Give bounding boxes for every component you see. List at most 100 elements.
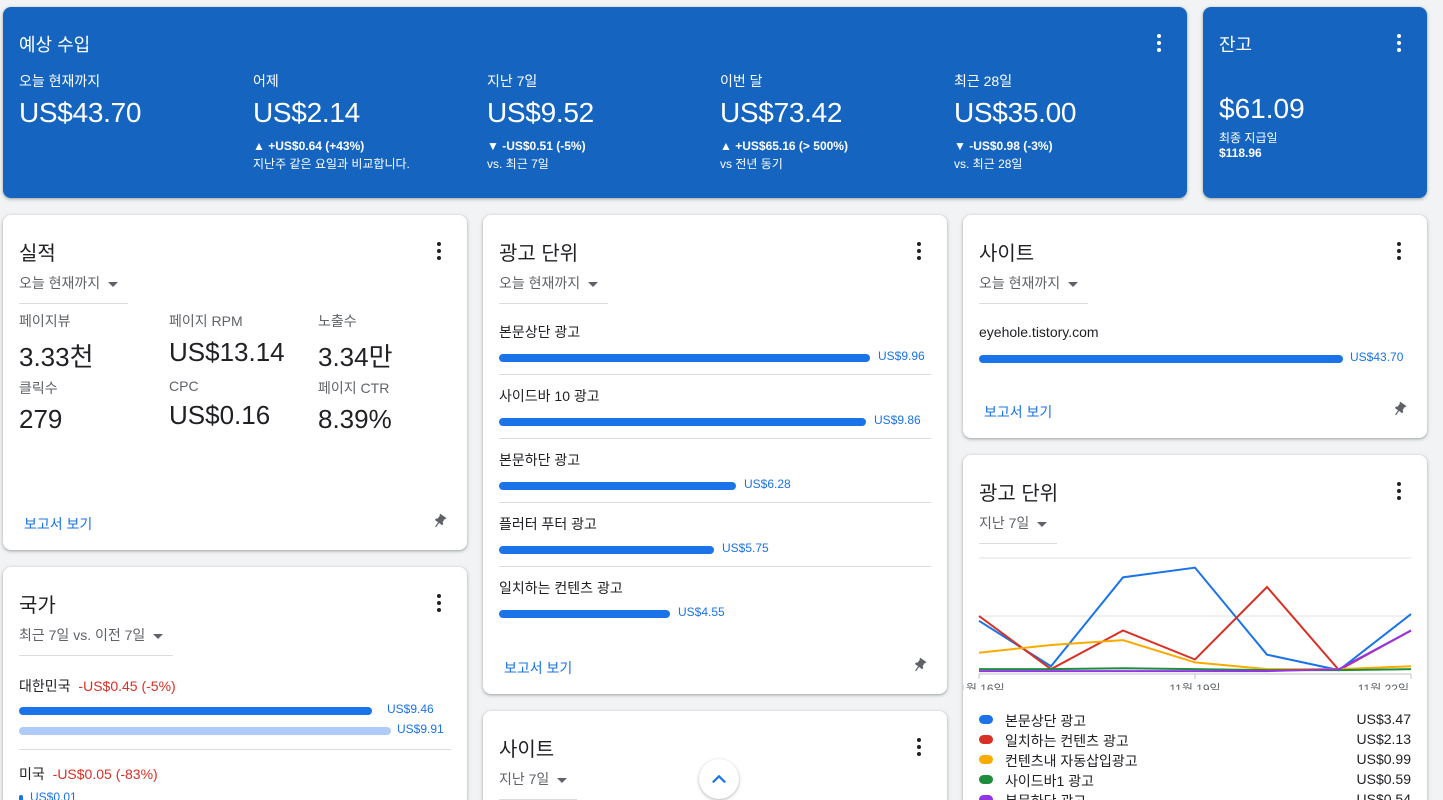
adunit-row[interactable]: 본문상단 광고 [499, 322, 931, 342]
chart-series-line[interactable] [978, 585, 1412, 672]
last-payment-value: $118.96 [1219, 146, 1262, 160]
more-menu-icon[interactable] [429, 591, 449, 615]
more-menu-icon[interactable] [429, 239, 449, 263]
more-menu-icon[interactable] [1149, 31, 1169, 55]
more-menu-icon[interactable] [1389, 31, 1409, 55]
perf-pageviews[interactable]: 페이지뷰 3.33천 [19, 311, 94, 374]
metric-last28[interactable]: 최근 28일 US$35.00 ▼ -US$0.98 (-3%) vs. 최근 … [954, 71, 1174, 172]
legend-swatch [979, 795, 993, 800]
adunits-chart-card: 광고 단위 지난 7일 11월 16일 11월 19일 11월 22일 본문상단 광… [963, 455, 1427, 800]
report-link[interactable]: 보고서 보기 [504, 660, 573, 676]
date-range-dropdown[interactable]: 지난 7일 [499, 769, 578, 800]
site-row[interactable]: eyehole.tistory.com [979, 324, 1411, 340]
legend-item[interactable]: 컨텐츠내 자동삽입광고 US$0.99 [979, 751, 1411, 771]
date-range-dropdown[interactable]: 오늘 현재까지 [499, 273, 609, 304]
perf-label: 페이지 CTR [318, 380, 390, 396]
perf-page-ctr[interactable]: 페이지 CTR 8.39% [318, 378, 392, 435]
country-current-value: US$0.01 [30, 790, 77, 800]
earnings-card: 예상 수입 오늘 현재까지 US$43.70 어제 US$2.14 ▲ +US$… [3, 7, 1187, 198]
legend-name: 사이드바1 광고 [1005, 773, 1094, 789]
perf-cpc[interactable]: CPC US$0.16 [169, 378, 270, 431]
chart-x-tick-label: 11월 19일 [1169, 682, 1220, 690]
site-bar [979, 355, 1343, 363]
date-range-label: 오늘 현재까지 [979, 275, 1061, 291]
adunit-value: US$4.55 [678, 605, 725, 619]
caret-down-icon [153, 633, 164, 639]
perf-value: 8.39% [318, 404, 392, 434]
legend-name: 일치하는 컨텐츠 광고 [1005, 733, 1129, 749]
country-change: -US$0.45 (-5%) [78, 678, 176, 694]
site-bar-wrap [979, 355, 1343, 363]
pin-icon[interactable] [910, 657, 928, 675]
adunit-bar [499, 418, 866, 426]
date-range-dropdown[interactable]: 오늘 현재까지 [19, 273, 129, 304]
adunit-bar-wrap [499, 610, 670, 618]
adunit-name: 본문하단 광고 [499, 452, 581, 468]
adunit-row[interactable]: 본문하단 광고 [499, 450, 931, 470]
more-menu-icon[interactable] [1389, 239, 1409, 263]
metric-yesterday[interactable]: 어제 US$2.14 ▲ +US$0.64 (+43%) 지난주 같은 요일과 … [253, 71, 473, 172]
metric-compare: vs 전년 동기 [720, 157, 783, 171]
perf-value: 279 [19, 404, 63, 434]
more-menu-icon[interactable] [909, 239, 929, 263]
countries-title: 국가 [19, 595, 56, 617]
site-name: eyehole.tistory.com [979, 324, 1099, 340]
country-row[interactable]: 대한민국 -US$0.45 (-5%) [19, 676, 176, 696]
metric-this-month[interactable]: 이번 달 US$73.42 ▲ +US$65.16 (> 500%) vs 전년… [720, 71, 940, 172]
country-change: -US$0.05 (-83%) [52, 766, 158, 782]
report-link[interactable]: 보고서 보기 [984, 404, 1053, 420]
legend-item[interactable]: 본문상단 광고 US$3.47 [979, 711, 1411, 731]
metric-compare: 지난주 같은 요일과 비교합니다. [253, 157, 410, 171]
country-prev-bar-wrap [19, 727, 391, 735]
perf-page-rpm[interactable]: 페이지 RPM US$13.14 [169, 311, 285, 368]
caret-down-icon [108, 281, 119, 287]
adunit-row[interactable]: 사이드바 10 광고 [499, 386, 931, 406]
date-range-dropdown[interactable]: 오늘 현재까지 [979, 273, 1089, 304]
adunit-value: US$5.75 [722, 541, 769, 555]
legend-item[interactable]: 본문하단 광고 US$0.54 [979, 791, 1411, 800]
legend-name: 본문하단 광고 [1005, 791, 1086, 800]
legend-name: 컨텐츠내 자동삽입광고 [1005, 753, 1138, 769]
date-range-dropdown[interactable]: 최근 7일 vs. 이전 7일 [19, 625, 174, 656]
chart-series-line[interactable] [978, 566, 1412, 672]
scroll-to-top-button[interactable] [699, 759, 739, 799]
pin-icon[interactable] [1390, 401, 1408, 419]
metric-label: 어제 [253, 73, 279, 89]
adunits-line-chart[interactable]: 11월 16일 11월 19일 11월 22일 [963, 550, 1427, 690]
site-value: US$43.70 [1350, 350, 1404, 364]
metric-label: 지난 7일 [487, 73, 538, 89]
legend-item[interactable]: 사이드바1 광고 US$0.59 [979, 771, 1411, 791]
more-menu-icon[interactable] [909, 735, 929, 759]
divider [499, 566, 931, 567]
adunit-row[interactable]: 일치하는 컨텐츠 광고 [499, 578, 931, 598]
country-row[interactable]: 미국 -US$0.05 (-83%) [19, 764, 158, 784]
metric-today[interactable]: 오늘 현재까지 US$43.70 [19, 71, 239, 129]
performance-card: 실적 오늘 현재까지 페이지뷰 3.33천 페이지 RPM US$13.14 노… [3, 215, 467, 550]
divider [499, 502, 931, 503]
country-current-bar [19, 795, 23, 800]
legend-swatch [979, 775, 993, 784]
legend-swatch [979, 735, 993, 744]
adunit-bar [499, 610, 670, 618]
perf-impressions[interactable]: 노출수 3.34만 [318, 311, 393, 374]
adunit-name: 일치하는 컨텐츠 광고 [499, 580, 623, 596]
date-range-label: 오늘 현재까지 [499, 275, 581, 291]
legend-value: US$0.54 [1356, 791, 1411, 800]
perf-value: 3.34만 [318, 342, 393, 372]
country-previous-bar [19, 727, 391, 735]
earnings-title: 예상 수입 [19, 35, 91, 55]
metric-value: US$9.52 [487, 97, 594, 128]
country-bar-wrap [19, 795, 391, 800]
perf-clicks[interactable]: 클릭수 279 [19, 378, 62, 435]
legend-item[interactable]: 일치하는 컨텐츠 광고 US$2.13 [979, 731, 1411, 751]
caret-down-icon [588, 281, 599, 287]
chart-series-line[interactable] [979, 629, 1412, 673]
pin-icon[interactable] [430, 513, 448, 531]
legend-value: US$0.59 [1356, 771, 1411, 787]
date-range-dropdown[interactable]: 지난 7일 [979, 513, 1058, 544]
more-menu-icon[interactable] [1389, 479, 1409, 503]
report-link[interactable]: 보고서 보기 [24, 516, 93, 532]
adunit-row[interactable]: 플러터 푸터 광고 [499, 514, 931, 534]
metric-value: US$73.42 [720, 97, 843, 128]
metric-last7[interactable]: 지난 7일 US$9.52 ▼ -US$0.51 (-5%) vs. 최근 7일 [487, 71, 707, 172]
